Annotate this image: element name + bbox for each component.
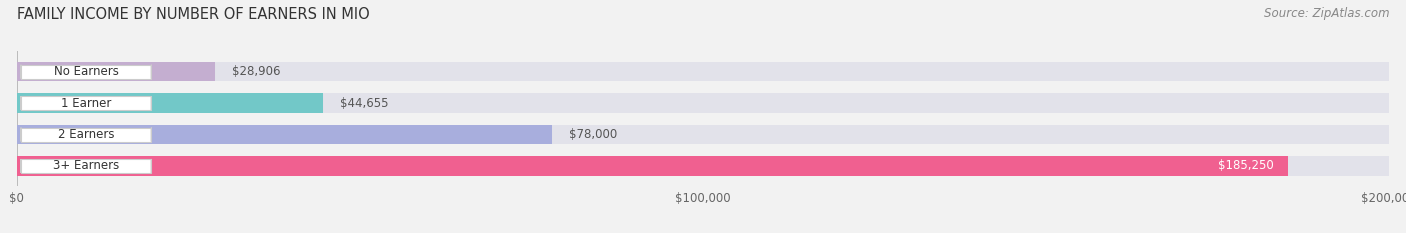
Bar [17,156,1288,176]
Text: $185,250: $185,250 [1219,159,1274,172]
Text: 2 Earners: 2 Earners [58,128,114,141]
Text: $44,655: $44,655 [340,97,388,110]
Bar [17,156,1389,176]
Bar [21,159,152,173]
Text: $78,000: $78,000 [568,128,617,141]
Bar [21,96,152,110]
Bar [21,127,152,142]
Bar [21,127,152,142]
Bar [21,96,152,110]
Text: FAMILY INCOME BY NUMBER OF EARNERS IN MIO: FAMILY INCOME BY NUMBER OF EARNERS IN MI… [17,7,370,22]
Bar [17,62,215,81]
Text: $28,906: $28,906 [232,65,280,78]
Bar [17,93,323,113]
Bar [21,65,152,79]
Text: Source: ZipAtlas.com: Source: ZipAtlas.com [1264,7,1389,20]
Text: No Earners: No Earners [53,65,118,78]
Bar [17,125,553,144]
Bar [21,65,152,79]
Text: 1 Earner: 1 Earner [60,97,111,110]
Bar [17,125,1389,144]
Bar [17,62,1389,81]
Text: 3+ Earners: 3+ Earners [53,159,120,172]
Bar [21,159,152,173]
Bar [17,93,1389,113]
